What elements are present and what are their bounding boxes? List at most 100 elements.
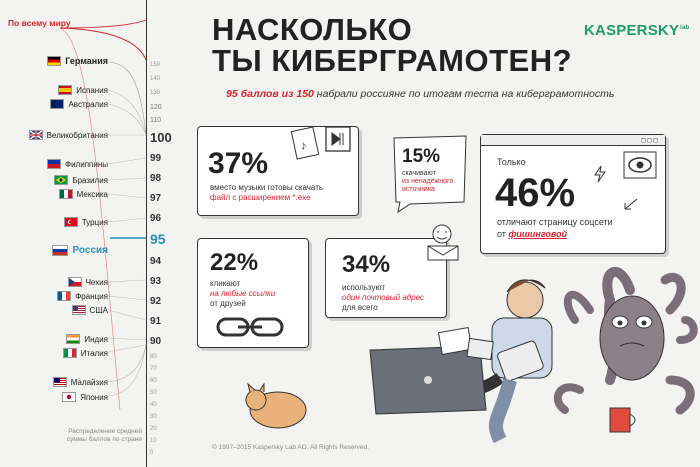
country-row: Турция <box>63 217 108 227</box>
country-name: Япония <box>80 392 108 402</box>
country-row: Бразилия <box>54 175 108 185</box>
country-row: Филиппины <box>47 159 108 169</box>
country-row: Франция <box>57 291 108 301</box>
scale-tick: 130 <box>150 90 161 96</box>
stat-line: для всего <box>342 303 378 312</box>
country-name: Германия <box>65 56 108 66</box>
scale-tick: 90 <box>150 336 162 347</box>
scale-tick: 80 <box>150 354 157 360</box>
stat-line-highlight: источника <box>402 186 435 193</box>
speech-bubble-shape <box>393 135 467 214</box>
logo-sub: lab <box>680 25 690 31</box>
stat-card-unreliable: 15% скачивают из ненадёжного источника <box>390 132 470 214</box>
scale-tick: 40 <box>150 402 157 408</box>
page-title: НАСКОЛЬКО ТЫ КИБЕРГРАМОТЕН? <box>212 14 572 76</box>
illustration-scene <box>245 266 698 444</box>
scale-tick: 140 <box>150 76 161 82</box>
country-row: Чехия <box>67 277 108 287</box>
scale-tick: 93 <box>150 276 162 287</box>
svg-text:♪: ♪ <box>299 138 308 153</box>
scale-tick: 50 <box>150 390 157 396</box>
eye-icon <box>623 151 657 179</box>
flag-icon <box>50 99 65 109</box>
flag-icon <box>62 348 77 358</box>
score-scale: 150 140 130 120 110 100 99 98 97 96 95 9… <box>150 0 200 467</box>
country-row: Япония <box>62 392 108 402</box>
scale-tick: 95 <box>150 231 166 247</box>
country-name: Россия <box>72 245 108 256</box>
country-row: Индия <box>66 334 108 344</box>
scale-tick: 70 <box>150 366 157 372</box>
scale-tick: 110 <box>150 117 162 124</box>
envelope-icon <box>427 224 459 261</box>
flag-icon <box>47 159 61 169</box>
subtitle: 95 баллов из 150 набрали россияне по ито… <box>226 88 614 100</box>
scale-tick: 94 <box>150 256 162 267</box>
scale-tick: 30 <box>150 414 157 420</box>
scale-tick: 120 <box>150 104 162 111</box>
subtitle-text: набрали россияне по итогам теста на кибе… <box>316 88 615 100</box>
flag-icon <box>52 245 69 256</box>
country-name: Франция <box>75 291 108 301</box>
country-name: США <box>89 305 108 315</box>
country-name: Мексика <box>76 189 108 199</box>
stat-line-highlight: из ненадёжного <box>402 178 454 185</box>
flag-icon <box>47 56 62 66</box>
scale-tick: 20 <box>150 426 157 432</box>
stat-percent: 22% <box>210 249 259 276</box>
flag-icon <box>57 291 72 301</box>
stat-line-highlight: файл с расширением *.exe <box>210 193 311 202</box>
flag-icon <box>28 130 43 140</box>
country-row: Германия <box>47 56 108 66</box>
flag-icon <box>54 175 69 185</box>
country-name: Филиппины <box>65 159 108 169</box>
kaspersky-logo: KASPERSKYlab <box>584 22 689 39</box>
stat-line: вместо музыки готовы скачать <box>210 183 324 192</box>
scale-tick: 60 <box>150 378 157 384</box>
country-row: Россия <box>52 245 108 256</box>
window-dots-icon: ◻◻◻ <box>641 138 659 144</box>
connector-lines <box>59 19 147 411</box>
scale-tick: 97 <box>150 193 162 204</box>
stat-card-email: 34% используют один почтовый адрес для в… <box>325 238 447 318</box>
flag-icon <box>52 377 67 387</box>
country-row: Малайзия <box>52 377 108 387</box>
lightning-icon <box>594 165 606 183</box>
stat-line: от фишинговой <box>497 229 567 239</box>
stat-line: используют <box>342 283 385 292</box>
flag-icon <box>67 277 82 287</box>
stat-card-links: 22% кликают на любые ссылки от друзей <box>197 238 309 348</box>
country-name: Турция <box>81 217 108 227</box>
country-name: Бразилия <box>72 175 108 185</box>
chain-link-icon <box>216 317 284 337</box>
country-name: Индия <box>84 334 108 344</box>
scale-tick: 0 <box>150 450 154 456</box>
logo-text: KASPERSKY <box>584 22 680 39</box>
flag-icon <box>62 392 77 402</box>
flag-icon <box>58 189 73 199</box>
scale-tick: 96 <box>150 213 162 224</box>
scale-tick: 150 <box>150 62 161 68</box>
scale-tick: 98 <box>150 173 162 184</box>
flag-icon <box>63 217 78 227</box>
subtitle-score: 95 баллов из 150 <box>226 88 314 100</box>
stat-percent: 15% <box>402 146 441 167</box>
stat-card-exe: 37% вместо музыки готовы скачать файл с … <box>197 126 359 216</box>
country-row: Австралия <box>50 99 108 109</box>
title-line-1: НАСКОЛЬКО <box>212 12 413 47</box>
world-label: По всему миру <box>8 18 71 28</box>
stat-line-highlight: фишинговой <box>508 229 568 239</box>
stat-line-highlight: один почтовый адрес <box>342 293 425 302</box>
flag-icon <box>71 305 86 315</box>
stat-percent: 46% <box>495 171 576 215</box>
flag-icon <box>58 85 73 95</box>
stat-line: отличают страницу соцсети <box>497 217 613 227</box>
scale-axis-line <box>146 0 147 467</box>
stat-line-highlight: на любые ссылки <box>210 289 276 298</box>
country-name: Австралия <box>68 99 108 109</box>
fishhook-icon <box>624 198 638 210</box>
flag-icon <box>66 334 81 344</box>
stat-percent: 34% <box>342 251 391 278</box>
country-name: Италия <box>80 348 108 358</box>
country-row: Испания <box>58 85 108 95</box>
